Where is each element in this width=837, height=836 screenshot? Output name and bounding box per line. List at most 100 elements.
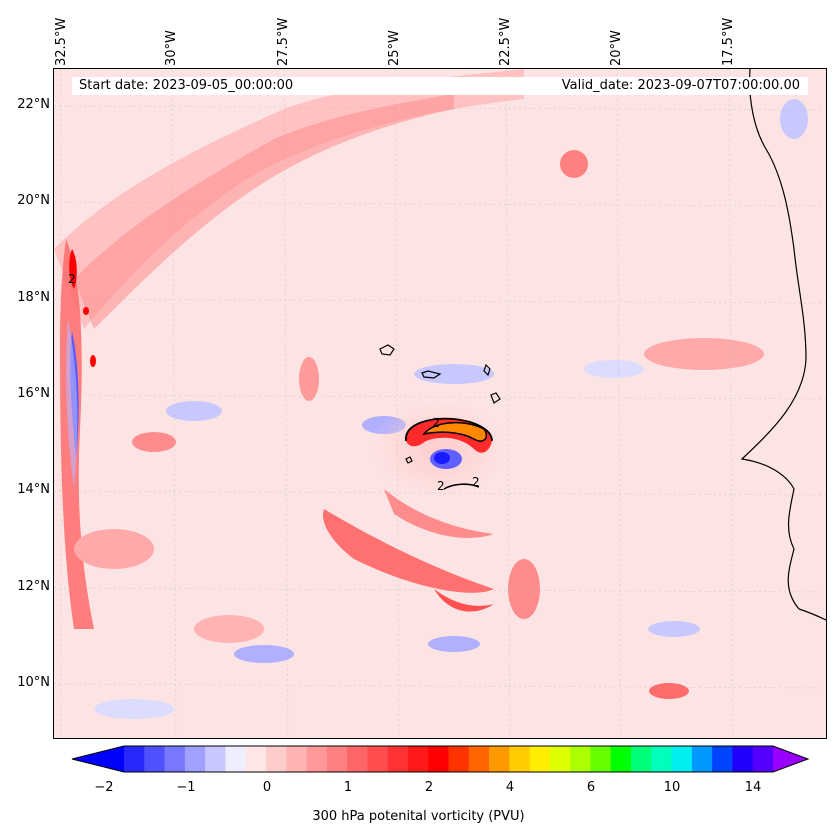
valid-date: Valid_date: 2023-09-07T07:00:00.00: [561, 78, 800, 93]
lat-label-18n: 18°N: [17, 290, 50, 305]
colorbar-swatch: [489, 746, 510, 772]
lat-label-12n: 12°N: [17, 579, 50, 594]
colorbar-swatch: [164, 746, 186, 772]
lon-label-30w: 30°W: [164, 30, 179, 66]
pv-blue-patch: [414, 364, 494, 384]
colorbar-swatch: [407, 746, 429, 772]
colorbar-swatch: [144, 746, 166, 772]
pv-red-patch: [560, 150, 588, 178]
island-fogo: [405, 456, 413, 464]
map-panel: 2 2 2 2: [53, 68, 827, 739]
date-banner: Start date: 2023-09-05_00:00:00 Valid_da…: [72, 77, 808, 95]
colorbar-tick: 2: [424, 780, 434, 795]
colorbar-swatch: [590, 746, 612, 772]
colorbar-outline: [71, 745, 810, 773]
lon-label-20w: 20°W: [609, 30, 624, 66]
lat-label-10n: 10°N: [17, 675, 50, 690]
colorbar-swatch: [326, 746, 348, 772]
pv-red-patch: [74, 529, 154, 569]
contour-label: 2: [472, 475, 480, 489]
pv-blue-patch: [648, 621, 700, 637]
pv-west-max-3: [83, 307, 89, 315]
pv-blue-patch: [428, 636, 480, 652]
pv-blue-patch: [584, 360, 644, 378]
lon-label-22-5w: 22.5°W: [498, 17, 513, 66]
colorbar-tick: 10: [663, 780, 681, 795]
colorbar-swatch: [671, 746, 693, 772]
colorbar-swatch: [387, 746, 409, 772]
colorbar-swatch: [306, 746, 328, 772]
colorbar-extend-max: [773, 746, 808, 772]
colorbar-swatch: [205, 746, 227, 772]
colorbar-swatch: [610, 746, 632, 772]
contour-label: 2: [437, 479, 445, 493]
colorbar-tick: 4: [505, 780, 515, 795]
colorbar-swatch: [529, 746, 551, 772]
pv-west-max-1: [69, 249, 77, 289]
colorbar-swatch: [468, 746, 490, 772]
lat-label-14n: 14°N: [17, 482, 50, 497]
colorbar-swatch: [367, 746, 389, 772]
colorbar-swatch: [509, 746, 531, 772]
pv-blue-patch: [166, 401, 222, 421]
colorbar-swatch: [265, 746, 287, 772]
colorbar-extend-min: [72, 746, 124, 772]
island-sal: [483, 363, 491, 377]
pv-cyclone-max: [422, 421, 488, 442]
colorbar-swatch: [712, 746, 734, 772]
pv-spiral-band: [323, 509, 494, 593]
graticule: [54, 69, 826, 738]
colorbar-tick: 14: [744, 780, 762, 795]
lon-label-17-5w: 17.5°W: [721, 17, 736, 66]
pv-contour-2: [405, 417, 493, 442]
pv-blue-patch: [780, 99, 808, 139]
pv-spiral-band: [434, 589, 494, 612]
pv-red-patch: [132, 432, 176, 452]
contour-label: 2: [432, 416, 440, 430]
colorbar-swatch: [651, 746, 673, 772]
colorbar-swatch: [448, 746, 470, 772]
africa-coastline: [740, 69, 826, 621]
pv-field: 2 2 2 2: [54, 69, 826, 738]
pv-blue-patch: [234, 645, 294, 663]
island-santo-antao: [379, 344, 395, 356]
colorbar: [71, 745, 810, 773]
pv-red-patch: [299, 357, 319, 401]
colorbar-swatch: [549, 746, 571, 772]
pv-band-north-core: [74, 94, 454, 329]
pv-cyclone-blue-core: [434, 452, 450, 464]
lat-label-16n: 16°N: [17, 386, 50, 401]
start-date: Start date: 2023-09-05_00:00:00: [79, 78, 294, 93]
colorbar-swatch: [286, 746, 308, 772]
pv-spiral-band: [384, 489, 494, 538]
colorbar-tick: 1: [343, 780, 353, 795]
contour-label: 2: [68, 272, 76, 286]
island-sao-nicolau: [421, 370, 442, 379]
lon-label-32-5w: 32.5°W: [54, 17, 69, 66]
colorbar-tick: −1: [176, 780, 196, 795]
pv-red-patch: [644, 338, 764, 370]
colorbar-swatch: [428, 746, 450, 772]
colorbar-swatch: [124, 746, 145, 772]
colorbar-swatch: [184, 746, 206, 772]
colorbar-swatch: [691, 746, 713, 772]
pv-blue-patch: [94, 699, 174, 719]
pv-red-patch: [649, 683, 689, 699]
colorbar-swatch: [732, 746, 754, 772]
pv-red-patch: [194, 615, 264, 643]
colorbar-swatch: [631, 746, 652, 772]
colorbar-swatch: [347, 746, 368, 772]
colorbar-swatch: [245, 746, 267, 772]
pv-red-patch: [508, 559, 540, 619]
colorbar-tick: 6: [586, 780, 596, 795]
pv-west-blue-halo: [66, 319, 78, 489]
lat-label-20n: 20°N: [17, 193, 50, 208]
colorbar-swatch: [570, 746, 592, 772]
colorbar-swatch: [225, 746, 247, 772]
lon-label-25w: 25°W: [387, 30, 402, 66]
pv-contour-2: [443, 483, 480, 490]
colorbar-label: 300 hPa potenital vorticity (PVU): [312, 809, 525, 824]
colorbar-tick: −2: [94, 780, 114, 795]
lat-label-22n: 22°N: [17, 97, 50, 112]
island-boa-vista: [490, 392, 501, 404]
